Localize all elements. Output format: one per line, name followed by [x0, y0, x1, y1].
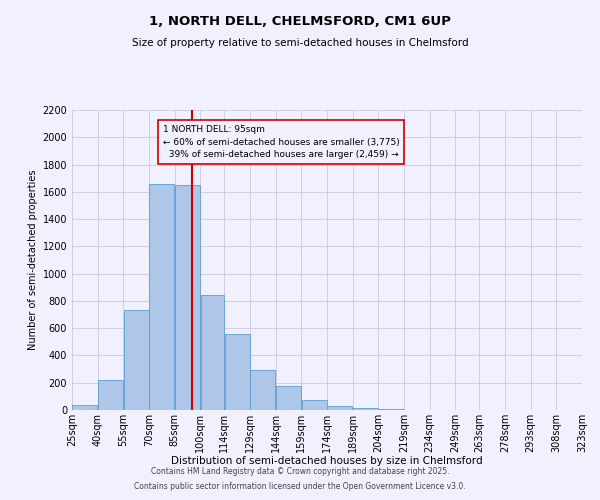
- Y-axis label: Number of semi-detached properties: Number of semi-detached properties: [28, 170, 38, 350]
- Bar: [327, 406, 352, 410]
- Text: 1, NORTH DELL, CHELMSFORD, CM1 6UP: 1, NORTH DELL, CHELMSFORD, CM1 6UP: [149, 15, 451, 28]
- Bar: [124, 310, 149, 410]
- Text: Size of property relative to semi-detached houses in Chelmsford: Size of property relative to semi-detach…: [131, 38, 469, 48]
- Bar: [200, 296, 224, 410]
- Bar: [175, 185, 200, 410]
- Bar: [98, 380, 123, 410]
- Text: 1 NORTH DELL: 95sqm
← 60% of semi-detached houses are smaller (3,775)
  39% of s: 1 NORTH DELL: 95sqm ← 60% of semi-detach…: [163, 125, 400, 159]
- Bar: [353, 408, 378, 410]
- Text: Contains public sector information licensed under the Open Government Licence v3: Contains public sector information licen…: [134, 482, 466, 491]
- Bar: [224, 334, 250, 410]
- Bar: [149, 184, 175, 410]
- X-axis label: Distribution of semi-detached houses by size in Chelmsford: Distribution of semi-detached houses by …: [171, 456, 483, 466]
- Bar: [250, 370, 275, 410]
- Text: Contains HM Land Registry data © Crown copyright and database right 2025.: Contains HM Land Registry data © Crown c…: [151, 467, 449, 476]
- Bar: [276, 386, 301, 410]
- Bar: [72, 404, 97, 410]
- Bar: [302, 400, 327, 410]
